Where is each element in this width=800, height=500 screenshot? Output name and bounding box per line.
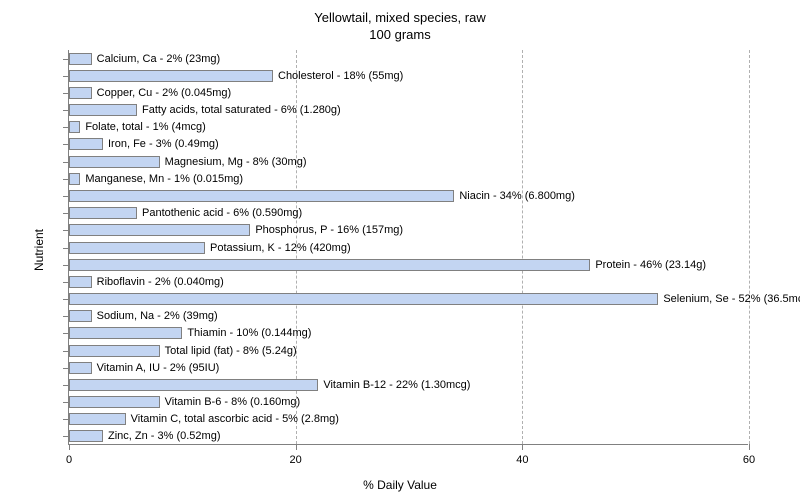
nutrient-bar	[69, 379, 318, 391]
nutrient-bar	[69, 327, 182, 339]
nutrient-label: Cholesterol - 18% (55mg)	[273, 69, 403, 83]
nutrient-label: Protein - 46% (23.14g)	[590, 258, 706, 272]
nutrient-label: Manganese, Mn - 1% (0.015mg)	[80, 172, 243, 186]
nutrient-label: Vitamin A, IU - 2% (95IU)	[92, 361, 220, 375]
gridline	[749, 50, 750, 444]
x-tick	[749, 444, 750, 450]
gridline	[522, 50, 523, 444]
nutrient-bar	[69, 87, 92, 99]
nutrient-bar	[69, 70, 273, 82]
nutrient-label: Zinc, Zn - 3% (0.52mg)	[103, 429, 220, 443]
nutrient-label: Pantothenic acid - 6% (0.590mg)	[137, 206, 302, 220]
nutrient-bar	[69, 207, 137, 219]
nutrient-label: Copper, Cu - 2% (0.045mg)	[92, 86, 232, 100]
nutrient-bar	[69, 53, 92, 65]
x-tick-label: 20	[290, 454, 302, 466]
x-tick-label: 0	[66, 454, 72, 466]
nutrient-bar	[69, 138, 103, 150]
x-tick	[69, 444, 70, 450]
nutrient-bar	[69, 276, 92, 288]
nutrient-label: Iron, Fe - 3% (0.49mg)	[103, 137, 219, 151]
nutrient-bar	[69, 430, 103, 442]
x-tick-label: 40	[516, 454, 528, 466]
nutrient-label: Fatty acids, total saturated - 6% (1.280…	[137, 103, 341, 117]
nutrient-label: Niacin - 34% (6.800mg)	[454, 189, 575, 203]
nutrient-label: Sodium, Na - 2% (39mg)	[92, 309, 218, 323]
nutrient-bar	[69, 156, 160, 168]
nutrient-bar	[69, 190, 454, 202]
nutrient-label: Vitamin B-6 - 8% (0.160mg)	[160, 395, 301, 409]
nutrient-label: Vitamin B-12 - 22% (1.30mcg)	[318, 378, 470, 392]
x-tick	[296, 444, 297, 450]
x-tick	[522, 444, 523, 450]
nutrient-bar	[69, 293, 658, 305]
nutrient-bar	[69, 413, 126, 425]
nutrient-label: Magnesium, Mg - 8% (30mg)	[160, 155, 307, 169]
nutrient-bar	[69, 173, 80, 185]
nutrient-bar	[69, 104, 137, 116]
chart-title-line2: 100 grams	[0, 27, 800, 44]
nutrient-label: Calcium, Ca - 2% (23mg)	[92, 52, 220, 66]
nutrient-label: Thiamin - 10% (0.144mg)	[182, 326, 311, 340]
x-tick-label: 60	[743, 454, 755, 466]
nutrient-label: Phosphorus, P - 16% (157mg)	[250, 223, 403, 237]
nutrient-bar	[69, 224, 250, 236]
chart-title-line1: Yellowtail, mixed species, raw	[0, 10, 800, 27]
nutrient-bar	[69, 396, 160, 408]
nutrient-label: Selenium, Se - 52% (36.5mcg)	[658, 292, 800, 306]
plot-area: 0204060Calcium, Ca - 2% (23mg)Cholestero…	[68, 50, 748, 445]
nutrient-bar	[69, 345, 160, 357]
x-axis-title: % Daily Value	[363, 478, 437, 492]
nutrient-bar	[69, 121, 80, 133]
nutrient-label: Riboflavin - 2% (0.040mg)	[92, 275, 224, 289]
nutrient-bar	[69, 310, 92, 322]
y-axis-title: Nutrient	[32, 229, 46, 271]
nutrient-label: Vitamin C, total ascorbic acid - 5% (2.8…	[126, 412, 339, 426]
nutrient-bar	[69, 259, 590, 271]
nutrient-bar	[69, 362, 92, 374]
nutrient-label: Total lipid (fat) - 8% (5.24g)	[160, 344, 297, 358]
nutrient-bar	[69, 242, 205, 254]
nutrient-label: Folate, total - 1% (4mcg)	[80, 120, 205, 134]
nutrient-label: Potassium, K - 12% (420mg)	[205, 241, 351, 255]
chart-title-block: Yellowtail, mixed species, raw 100 grams	[0, 0, 800, 44]
